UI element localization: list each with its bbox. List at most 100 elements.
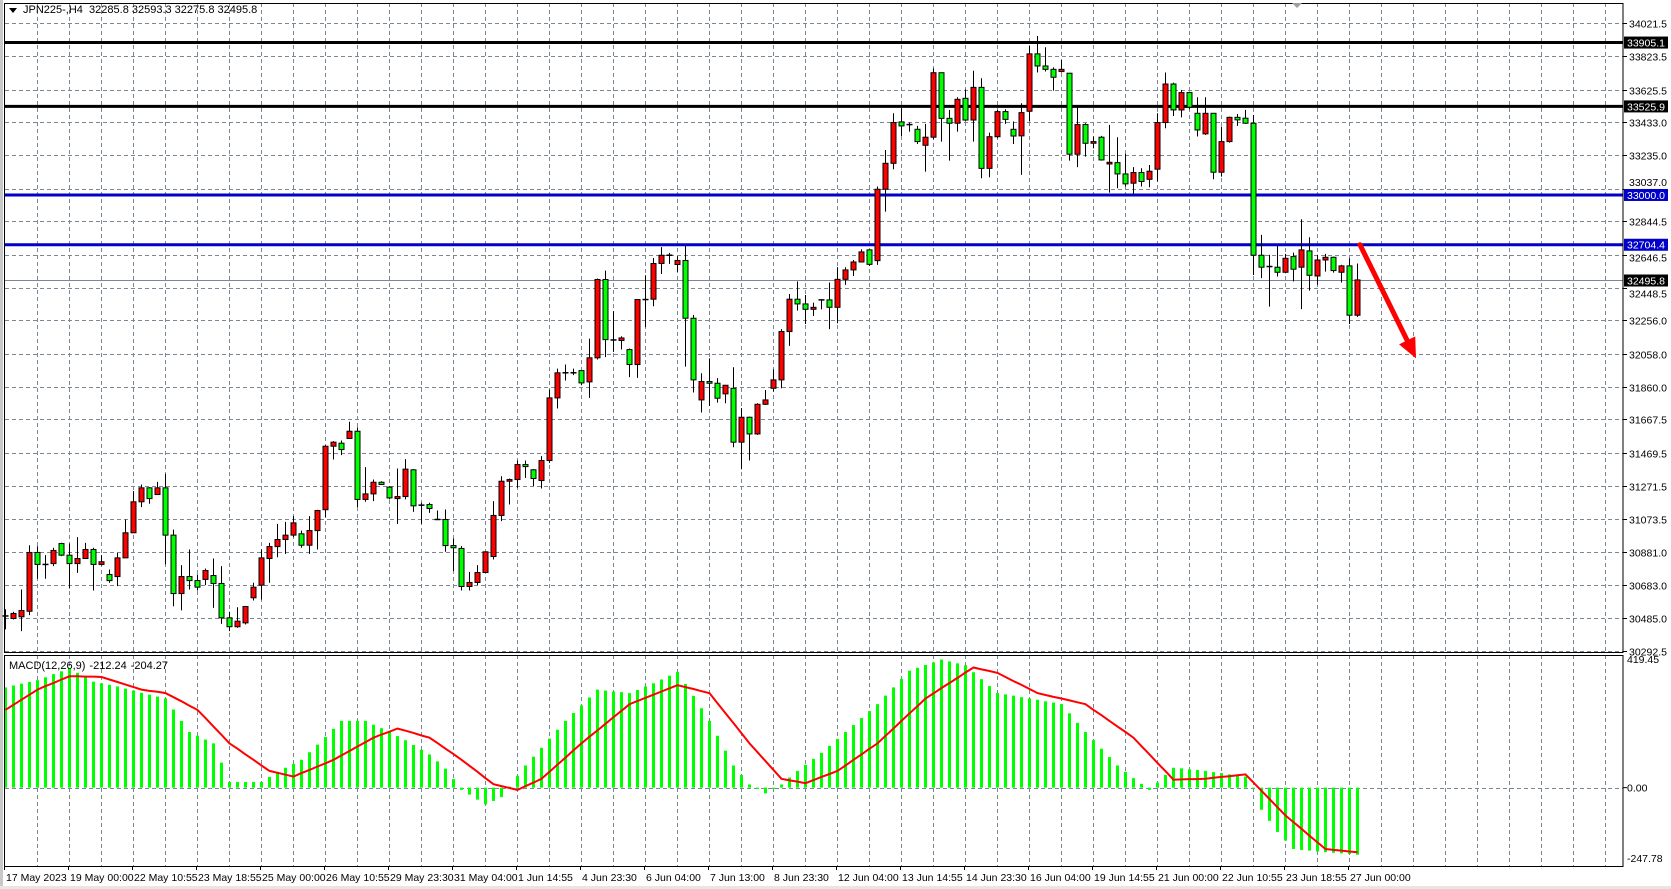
candle[interactable]	[658, 247, 665, 274]
candle[interactable]	[234, 607, 241, 628]
candle[interactable]	[522, 460, 529, 478]
candle[interactable]	[18, 589, 25, 632]
candle[interactable]	[10, 611, 17, 620]
candle[interactable]	[146, 487, 153, 504]
candle[interactable]	[202, 568, 209, 586]
candle[interactable]	[594, 278, 601, 360]
candle[interactable]	[994, 109, 1001, 139]
candle[interactable]	[506, 478, 513, 505]
candle[interactable]	[842, 267, 849, 285]
candle[interactable]	[1058, 59, 1065, 73]
candle[interactable]	[258, 549, 265, 600]
candle[interactable]	[426, 502, 433, 513]
candle[interactable]	[282, 521, 289, 554]
candle[interactable]	[1338, 264, 1345, 283]
candle[interactable]	[250, 582, 257, 601]
candle[interactable]	[58, 542, 65, 557]
candle[interactable]	[1226, 116, 1233, 143]
candle[interactable]	[850, 259, 857, 276]
candle[interactable]	[1042, 47, 1049, 72]
candle[interactable]	[770, 369, 777, 392]
candle[interactable]	[530, 469, 537, 487]
candle[interactable]	[154, 481, 161, 496]
candle[interactable]	[882, 150, 889, 212]
candle[interactable]	[82, 542, 89, 560]
candle[interactable]	[34, 546, 41, 579]
candle[interactable]	[354, 427, 361, 508]
candle[interactable]	[338, 440, 345, 456]
candle[interactable]	[394, 468, 401, 524]
candle[interactable]	[866, 249, 873, 266]
candle[interactable]	[434, 510, 441, 521]
candle[interactable]	[618, 336, 625, 350]
candle[interactable]	[642, 275, 649, 328]
candle[interactable]	[346, 421, 353, 439]
candle[interactable]	[1122, 153, 1129, 187]
candle[interactable]	[562, 364, 569, 381]
candle[interactable]	[554, 368, 561, 409]
candle[interactable]	[90, 547, 97, 591]
candle[interactable]	[1066, 72, 1073, 161]
candle[interactable]	[402, 459, 409, 500]
candle[interactable]	[362, 467, 369, 502]
candle[interactable]	[42, 555, 49, 579]
candle[interactable]	[194, 574, 201, 591]
candle[interactable]	[290, 516, 297, 538]
candle[interactable]	[610, 311, 617, 352]
candle[interactable]	[890, 113, 897, 170]
candle[interactable]	[1154, 113, 1161, 182]
candle[interactable]	[1218, 126, 1225, 177]
candle[interactable]	[570, 368, 577, 376]
candle[interactable]	[986, 132, 993, 178]
candle[interactable]	[186, 549, 193, 590]
candle[interactable]	[586, 338, 593, 398]
candle[interactable]	[706, 358, 713, 406]
triangle-down-icon[interactable]	[9, 7, 17, 13]
candle[interactable]	[1050, 67, 1057, 91]
candle[interactable]	[242, 606, 249, 625]
candle[interactable]	[930, 68, 937, 140]
candle[interactable]	[754, 403, 761, 435]
candle[interactable]	[122, 519, 129, 559]
candle[interactable]	[1234, 113, 1241, 126]
candle[interactable]	[218, 566, 225, 624]
candle[interactable]	[514, 460, 521, 488]
candle[interactable]	[1114, 137, 1121, 189]
candle[interactable]	[1074, 107, 1081, 168]
candle[interactable]	[738, 408, 745, 470]
candle[interactable]	[786, 293, 793, 346]
candle[interactable]	[978, 78, 985, 179]
candle[interactable]	[1346, 258, 1353, 324]
candle[interactable]	[698, 373, 705, 413]
candle[interactable]	[210, 558, 217, 608]
candle[interactable]	[762, 389, 769, 405]
candle[interactable]	[322, 445, 329, 518]
candle[interactable]	[1026, 45, 1033, 122]
candle[interactable]	[714, 378, 721, 403]
candle[interactable]	[722, 384, 729, 404]
candle[interactable]	[858, 249, 865, 263]
candle[interactable]	[826, 282, 833, 330]
candle[interactable]	[794, 281, 801, 311]
candle[interactable]	[66, 543, 73, 589]
candle[interactable]	[370, 479, 377, 502]
candle[interactable]	[962, 89, 969, 122]
candle[interactable]	[1130, 167, 1137, 194]
candle[interactable]	[1034, 36, 1041, 73]
candle[interactable]	[546, 389, 553, 463]
candle[interactable]	[874, 186, 881, 265]
candle[interactable]	[1290, 252, 1297, 282]
candle[interactable]	[410, 469, 417, 512]
candle[interactable]	[74, 537, 81, 573]
candle[interactable]	[162, 473, 169, 565]
candle[interactable]	[274, 523, 281, 558]
candle[interactable]	[418, 502, 425, 524]
candle[interactable]	[578, 370, 585, 386]
candle[interactable]	[106, 569, 113, 583]
candle[interactable]	[482, 551, 489, 574]
candle[interactable]	[114, 552, 121, 587]
candle[interactable]	[1018, 103, 1025, 175]
candle[interactable]	[914, 125, 921, 144]
candle[interactable]	[466, 571, 473, 591]
candle[interactable]	[650, 257, 657, 307]
